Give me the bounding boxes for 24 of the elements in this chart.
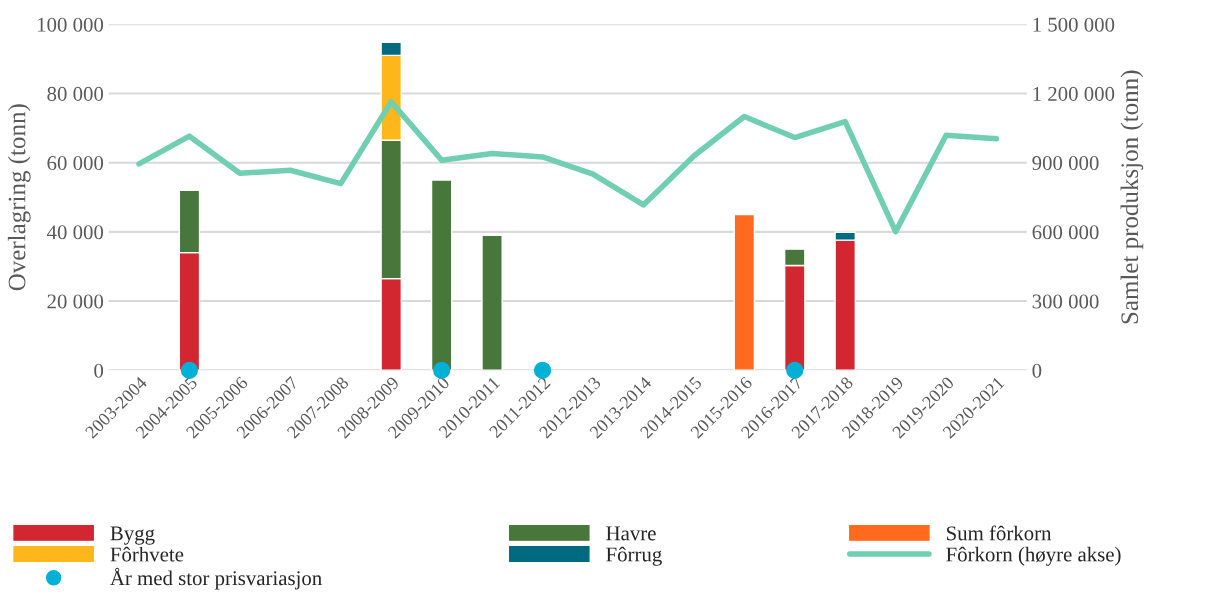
y2-tick-label: 1 200 000	[1033, 86, 1115, 101]
y-tick-label: 20 000	[47, 294, 104, 309]
y2-tick-label: 600 000	[1032, 225, 1099, 240]
legend-label: Fôrhvete	[110, 546, 184, 562]
y2-tick-label: 300 000	[1032, 294, 1099, 309]
y-tick-label: 0	[94, 363, 104, 378]
y2-tick-label: 900 000	[1032, 156, 1099, 171]
y-tick-label: 40 000	[46, 225, 104, 240]
y-tick-label: 80 000	[47, 86, 104, 101]
legend-label: År med stor prisvariasjon	[110, 567, 322, 590]
bar	[430, 179, 453, 371]
y-axis-title: Overlagring (tonn)	[7, 104, 31, 291]
legend-label: Bygg	[110, 526, 155, 545]
legend-label: Fôrkorn (høyre akse)	[946, 546, 1121, 566]
y2-axis-title: Samlet produksjon (tonn)	[1120, 70, 1144, 324]
y-tick-label: 100 000	[37, 17, 104, 32]
bar	[733, 213, 756, 371]
legend-label: Havre	[606, 526, 656, 541]
bar	[481, 234, 503, 371]
y2-tick-label: 0	[1032, 363, 1042, 378]
legend-label: Fôrrug	[606, 546, 662, 566]
legend-label: Sum fôrkorn	[946, 525, 1052, 541]
y-tick-label: 60 000	[47, 156, 104, 171]
y2-tick-label: 1 500 000	[1033, 17, 1115, 32]
